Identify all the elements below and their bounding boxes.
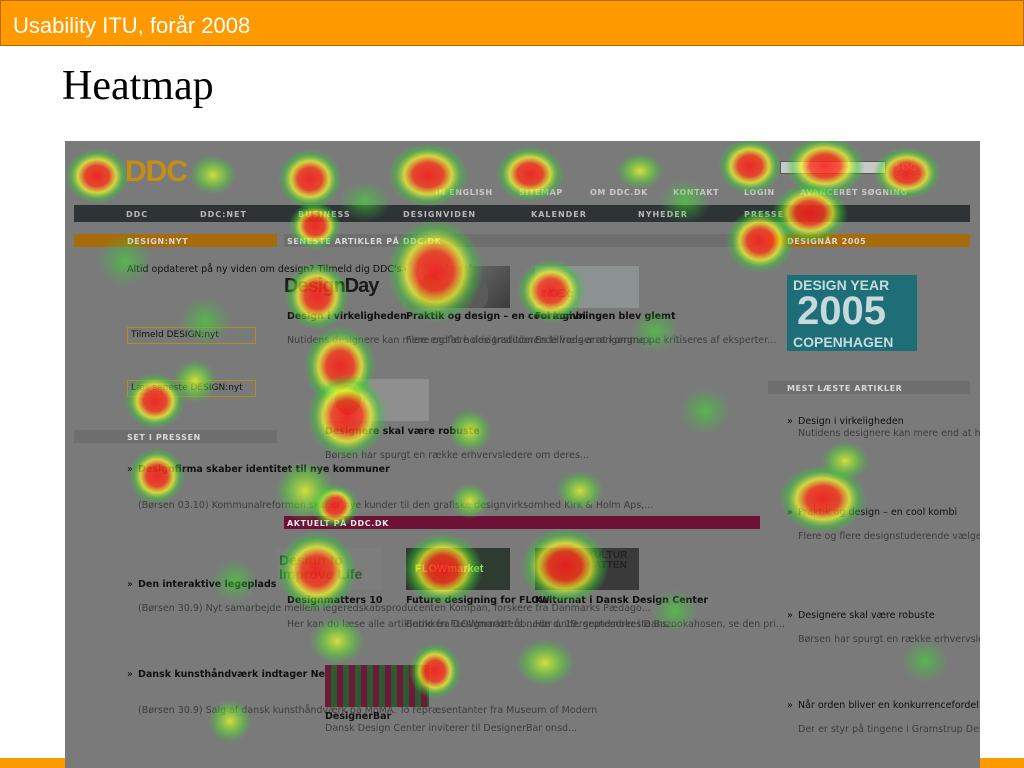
press-bullet: » <box>127 464 133 475</box>
press-item-body: (Børsen 30.9) Nyt samarbejde mellem lege… <box>138 603 651 614</box>
press-item-body: (Børsen 03.10) Kommunalreformen skaber n… <box>138 500 654 511</box>
section-title-press: SET I PRESSEN <box>127 433 201 442</box>
press-item-title[interactable]: Designfirma skaber identitet til nye kom… <box>138 464 390 475</box>
heat-spot <box>388 143 468 207</box>
current-title[interactable]: DesignerBar <box>325 711 392 722</box>
current-summary: Hør undergrundsorkeste Bazookahosen, se … <box>535 619 785 630</box>
top-link-about[interactable]: OM DDC.DK <box>590 188 648 197</box>
article-thumbnail-photo[interactable] <box>406 266 510 308</box>
section-title-current: AKTUELT PÅ DDC.DK <box>287 519 389 528</box>
index-logo: INDEX: <box>541 288 573 300</box>
dtil-logo: Design to Improve Life <box>279 552 363 582</box>
section-title-designyear: DESIGNÅR 2005 <box>787 237 867 246</box>
nav-designviden[interactable]: DESIGNVIDEN <box>403 210 477 219</box>
banner-line-2: 2005 <box>797 289 886 333</box>
press-item-title[interactable]: Den interaktive legeplads <box>138 579 277 590</box>
ddc-logo: DDC <box>125 155 188 188</box>
current-title[interactable]: Future designing for FLOW <box>406 595 550 606</box>
article-title[interactable]: Designere skal være robuste <box>325 426 480 437</box>
heat-spot <box>821 441 869 481</box>
section-header-current <box>284 516 760 529</box>
nav-ddc-net[interactable]: DDC:NET <box>200 210 247 219</box>
mostread-bullet: » <box>787 416 793 427</box>
mostread-title[interactable]: Praktik og design – en cool kombi <box>798 507 958 518</box>
flow-logo: FLOWmarket <box>415 563 484 575</box>
top-link-contact[interactable]: KONTAKT <box>673 188 720 197</box>
newsletter-signup-button[interactable]: Tilmeld DESIGN:nyt <box>127 327 256 344</box>
article-thumbnail-portrait[interactable] <box>325 379 429 421</box>
designday-logo: DesignDay <box>284 275 379 297</box>
section-title-mostread: MEST LÆSTE ARTIKLER <box>787 384 903 393</box>
article-summary: Flere og flere designstuderende vælger a… <box>406 335 660 346</box>
heat-spot <box>65 148 129 204</box>
current-title[interactable]: Designmatters 10 <box>287 595 383 606</box>
section-title-design-nyt: DESIGN:NYT <box>127 237 189 246</box>
slide-title: Heatmap <box>62 63 214 109</box>
mostread-title[interactable]: Designere skal være robuste <box>798 610 935 621</box>
article-title[interactable]: Formgivningen blev glemt <box>535 311 676 322</box>
nav-kalender[interactable]: KALENDER <box>531 210 587 219</box>
heat-spot <box>616 153 664 189</box>
mostread-body: Nutidens designere kan mere end at holde… <box>798 428 980 439</box>
current-summary: Butikken FLOWmarket åbnede d. 19. septem… <box>406 619 677 630</box>
nav-ddc[interactable]: DDC <box>126 210 149 219</box>
article-summary: Nutidens designere kan mere end at holde… <box>287 335 543 346</box>
mostread-title[interactable]: Når orden bliver en konkurrencefordel <box>798 700 979 711</box>
site-search-button[interactable]: SØG <box>895 163 918 173</box>
press-bullet: » <box>127 579 133 590</box>
index-thumbnail[interactable] <box>535 266 639 308</box>
article-title[interactable]: Praktik og design – en cool kombi <box>406 311 586 322</box>
heat-spot <box>515 639 575 687</box>
slide-header-title: Usability ITU, forår 2008 <box>13 13 251 38</box>
design-year-banner[interactable] <box>787 275 917 351</box>
top-link-advanced-search[interactable]: AVANCERET SØGNING <box>800 188 908 197</box>
heat-spot <box>679 387 731 435</box>
mostread-body: Flere og flere designstuderende vælger a… <box>798 531 980 542</box>
section-title-latest: SENESTE ARTIKLER PÅ DDC.DK <box>287 237 442 246</box>
banner-line-3: COPENHAGEN <box>793 334 894 350</box>
press-bullet: » <box>127 669 133 680</box>
section-header-press <box>74 430 277 443</box>
mostread-body: Børsen har spurgt en række erhvervsleder… <box>798 634 980 645</box>
nav-business[interactable]: BUSINESS <box>298 210 351 219</box>
article-summary: Børsen har spurgt en række erhvervsleder… <box>325 450 589 461</box>
top-link-login[interactable]: LOGIN <box>744 188 775 197</box>
press-item-body: (Børsen 30.9) Salg af dansk kunsthåndvær… <box>138 705 598 716</box>
designerbar-thumbnail[interactable] <box>325 665 429 707</box>
top-link-sitemap[interactable]: SITEMAP <box>519 188 563 197</box>
press-item-title[interactable]: Dansk kunsthåndværk indtager New York <box>138 669 361 680</box>
mostread-body: Der er styr på tingene i Gramstrup Desig… <box>798 724 980 735</box>
mostread-bullet: » <box>787 610 793 621</box>
heat-spot <box>779 465 867 533</box>
heat-spot <box>129 448 185 504</box>
heat-spot <box>189 155 237 195</box>
current-summary: Her kan du læse alle artiklerne fra Desi… <box>287 619 535 630</box>
mostread-bullet: » <box>787 700 793 711</box>
current-summary: Dansk Design Center inviterer til Design… <box>325 723 578 734</box>
article-title[interactable]: Design i virkeligheden <box>287 311 407 322</box>
mostread-bullet: » <box>787 507 793 518</box>
current-title[interactable]: Kulturnat i Dansk Design Center <box>535 595 709 606</box>
site-search-input[interactable] <box>780 161 886 174</box>
slide-header-bar: Usability ITU, forår 2008 <box>0 0 1024 46</box>
mostread-title[interactable]: Design i virkeligheden <box>798 416 904 427</box>
newsletter-read-button[interactable]: Læs seneste DESIGN:nyt <box>127 380 256 397</box>
nav-nyheder[interactable]: NYHEDER <box>638 210 688 219</box>
website-screenshot: DDC SØG IN ENGLISH SITEMAP OM DDC.DK KON… <box>65 141 980 768</box>
kulturnat-logo: KULTUR NATTEN <box>587 550 628 571</box>
article-summary: En tilfreds arrangørgruppe kritiseres af… <box>535 335 777 346</box>
top-link-english[interactable]: IN ENGLISH <box>435 188 493 197</box>
heat-spot <box>718 141 782 194</box>
banner-line-1: DESIGN YEAR <box>793 277 890 293</box>
heat-spot <box>278 149 342 209</box>
section-header-mostread <box>768 381 970 394</box>
nav-presse[interactable]: PRESSE <box>744 210 785 219</box>
